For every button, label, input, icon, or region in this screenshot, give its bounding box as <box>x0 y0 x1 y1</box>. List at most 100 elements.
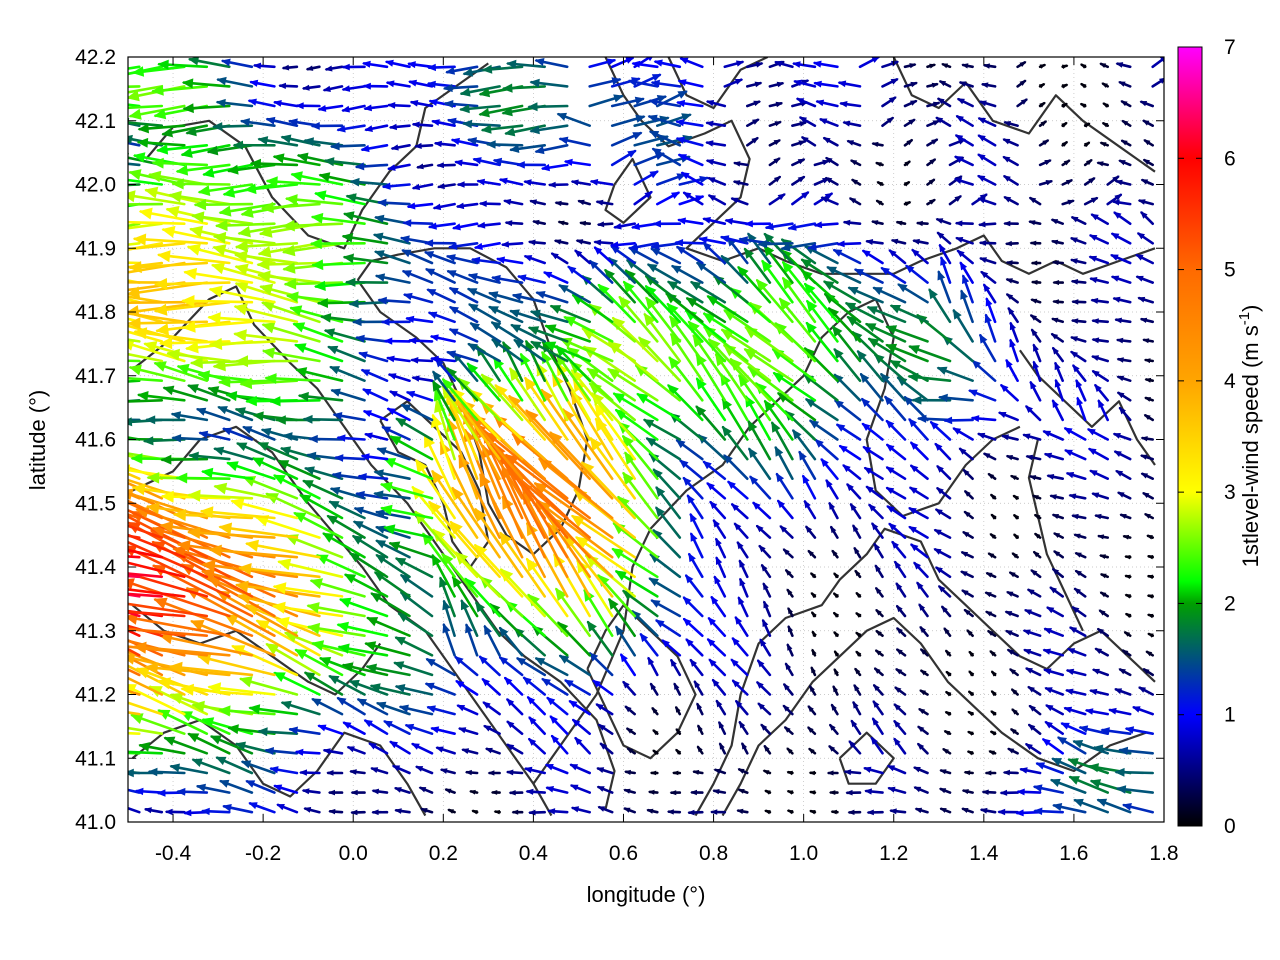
wind-arrow-head <box>708 338 721 352</box>
wind-arrow-head <box>439 576 448 588</box>
wind-arrow-head <box>1096 798 1108 807</box>
wind-arrow-head <box>1147 633 1154 638</box>
colorbar-tick-label: 4 <box>1224 370 1236 393</box>
wind-arrow-head <box>954 195 962 202</box>
wind-arrow-head <box>820 458 829 467</box>
wind-arrow-head <box>828 745 836 752</box>
wind-arrow-head <box>487 770 495 776</box>
wind-arrow-head <box>886 505 895 513</box>
wind-arrow-head <box>989 650 996 657</box>
wind-arrow-head <box>1028 704 1036 712</box>
x-tick-label: 0.0 <box>339 842 368 865</box>
wind-arrow-head <box>293 512 307 523</box>
wind-arrow-head <box>317 105 327 112</box>
wind-arrow-head <box>886 116 895 124</box>
wind-arrow-head <box>936 231 945 239</box>
wind-arrow-head <box>811 648 817 656</box>
wind-arrow-head <box>715 699 723 708</box>
wind-arrow-head <box>534 58 545 66</box>
wind-arrow-head <box>936 97 945 105</box>
wind-arrow-head <box>1009 475 1017 481</box>
wind-arrow-head <box>738 720 746 729</box>
wind-arrow-head <box>213 446 225 456</box>
colorbar-tick-label: 1 <box>1224 704 1236 727</box>
wind-arrow-head <box>1051 758 1062 766</box>
wind-arrow-head <box>299 769 307 776</box>
wind-arrow-shaft <box>128 121 141 127</box>
wind-arrow-head <box>175 472 188 484</box>
wind-arrow-head <box>128 169 142 181</box>
wind-arrow-head <box>381 426 392 434</box>
wind-arrow-head <box>222 427 233 436</box>
wind-arrow-head <box>692 769 700 775</box>
wind-arrow-head <box>1029 380 1037 390</box>
wind-arrow-head <box>282 244 296 257</box>
wind-arrow-head <box>875 586 882 594</box>
wind-arrow-head <box>962 274 970 284</box>
wind-arrow-head <box>895 582 903 591</box>
wind-arrow-head <box>1142 668 1150 675</box>
wind-arrow-head <box>1071 318 1079 324</box>
wind-arrow-head <box>1137 296 1146 303</box>
wind-arrow-shaft <box>449 402 479 481</box>
wind-arrow-head <box>1073 798 1084 807</box>
wind-arrow-shaft <box>128 281 164 284</box>
wind-arrow-head <box>509 144 520 153</box>
wind-arrow-head <box>910 441 919 450</box>
wind-arrow-head <box>810 592 817 599</box>
wind-arrow-head <box>534 657 546 666</box>
wind-arrow-head <box>7 543 20 555</box>
wind-arrow-head <box>1051 260 1059 266</box>
wind-arrow-head <box>389 390 398 398</box>
wind-arrow-head <box>428 98 438 106</box>
wind-arrow-head <box>533 482 548 495</box>
wind-arrow-head <box>275 616 290 629</box>
wind-arrow-head <box>69 281 83 293</box>
y-tick-label: 42.1 <box>75 110 116 133</box>
wind-arrow-head <box>342 253 354 264</box>
wind-arrow-head <box>759 638 767 647</box>
wind-arrow-head <box>212 244 227 257</box>
wind-arrow-head <box>960 289 968 300</box>
wind-arrow-head <box>690 532 698 542</box>
wind-arrow-head <box>504 220 513 227</box>
wind-arrow-head <box>611 548 625 559</box>
wind-arrow-head <box>142 436 154 446</box>
wind-arrow-head <box>824 192 834 200</box>
wind-arrow-head <box>207 576 222 588</box>
wind-arrow-head <box>130 453 143 464</box>
wind-arrow-head <box>1005 358 1013 368</box>
colorbar-ramp <box>1177 46 1203 827</box>
wind-arrow-head <box>394 636 406 646</box>
wind-arrow-head <box>1121 120 1129 126</box>
wind-arrow-head <box>248 802 258 810</box>
wind-arrow-shaft <box>563 535 614 598</box>
wind-arrow-head <box>998 412 1007 418</box>
wind-arrow-head <box>855 631 862 638</box>
x-axis-ticks: -0.4 -0.2 0.0 0.2 0.4 0.6 0.8 1.0 1.2 1.4 1.6 1.8 <box>155 57 1179 865</box>
wind-arrow-head <box>558 136 569 145</box>
wind-arrow-head <box>257 270 271 283</box>
wind-arrow-head <box>763 600 770 609</box>
wind-arrow-head <box>156 789 166 797</box>
wind-arrow-head <box>843 769 852 776</box>
wind-arrow-head <box>1142 120 1150 126</box>
wind-arrow-shaft <box>128 162 141 167</box>
wind-arrow-head <box>128 652 136 665</box>
wind-arrow-head <box>800 258 813 269</box>
wind-arrow-shaft <box>235 583 321 598</box>
wind-arrow-head <box>919 689 927 696</box>
wind-arrow-head <box>651 148 662 157</box>
wind-arrow-head <box>439 768 448 774</box>
wind-arrow-head <box>212 231 227 244</box>
wind-arrow-head <box>153 303 168 316</box>
wind-arrow-head <box>647 114 658 123</box>
wind-arrow-head <box>1043 628 1052 635</box>
wind-arrow-shaft <box>508 395 569 461</box>
wind-arrow-head <box>1114 193 1123 201</box>
wind-arrow-head <box>832 612 839 618</box>
wind-arrow-head <box>526 557 539 572</box>
wind-arrow-head <box>908 118 916 125</box>
wind-arrow-head <box>1042 139 1050 146</box>
wind-arrow-head <box>731 679 740 688</box>
